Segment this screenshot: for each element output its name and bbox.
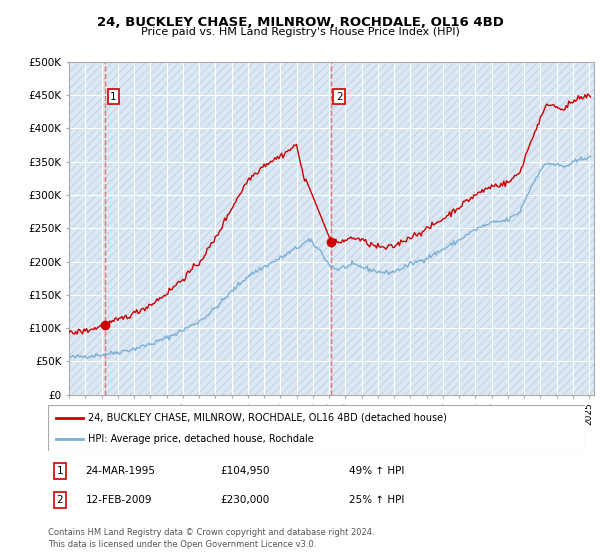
Text: This data is licensed under the Open Government Licence v3.0.: This data is licensed under the Open Gov…	[48, 540, 316, 549]
Text: 2: 2	[56, 495, 63, 505]
Text: 1: 1	[110, 92, 117, 101]
Text: Contains HM Land Registry data © Crown copyright and database right 2024.: Contains HM Land Registry data © Crown c…	[48, 528, 374, 536]
FancyBboxPatch shape	[48, 405, 585, 451]
Text: 24-MAR-1995: 24-MAR-1995	[86, 466, 155, 476]
Text: £104,950: £104,950	[220, 466, 269, 476]
Text: 2: 2	[336, 92, 343, 101]
Text: 12-FEB-2009: 12-FEB-2009	[86, 495, 152, 505]
Text: 25% ↑ HPI: 25% ↑ HPI	[349, 495, 404, 505]
Text: 49% ↑ HPI: 49% ↑ HPI	[349, 466, 404, 476]
Text: 24, BUCKLEY CHASE, MILNROW, ROCHDALE, OL16 4BD (detached house): 24, BUCKLEY CHASE, MILNROW, ROCHDALE, OL…	[88, 413, 447, 423]
Text: 1: 1	[56, 466, 63, 476]
Bar	[69, 62, 594, 395]
Text: £230,000: £230,000	[220, 495, 269, 505]
Text: 24, BUCKLEY CHASE, MILNROW, ROCHDALE, OL16 4BD: 24, BUCKLEY CHASE, MILNROW, ROCHDALE, OL…	[97, 16, 503, 29]
Text: HPI: Average price, detached house, Rochdale: HPI: Average price, detached house, Roch…	[88, 435, 314, 444]
Text: Price paid vs. HM Land Registry's House Price Index (HPI): Price paid vs. HM Land Registry's House …	[140, 27, 460, 37]
